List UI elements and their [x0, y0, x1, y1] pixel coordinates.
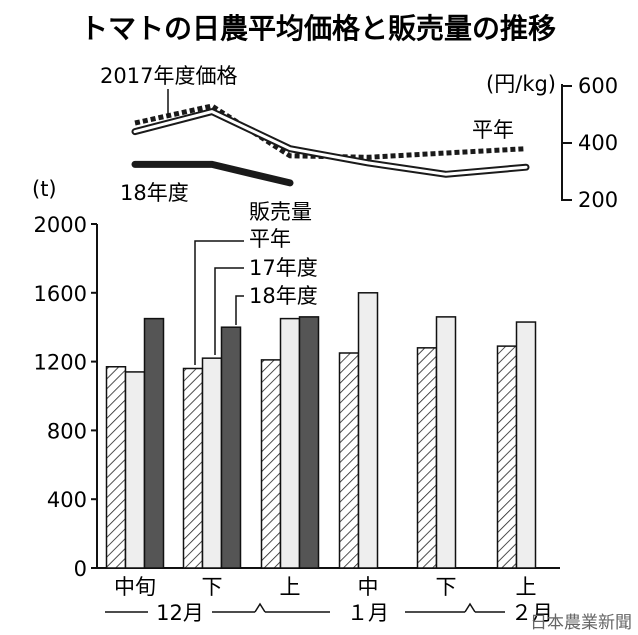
bar-light-3: [357, 292, 379, 569]
price-unit-label: (円/kg): [486, 72, 556, 96]
bar-light-0: [124, 371, 146, 569]
bar-hatch-5: [496, 345, 518, 569]
price-line-p2018: [131, 160, 294, 187]
x-category-label: 下: [436, 575, 457, 599]
legend-label-normal: 平年: [249, 227, 291, 251]
price-tick-label-600: 600: [578, 74, 618, 98]
volume-tick-label-800: 800: [47, 419, 87, 443]
bars: [105, 292, 537, 569]
bar-light-1: [201, 357, 223, 569]
legend-title: 販売量: [249, 200, 312, 224]
bar-hatch-3: [338, 352, 360, 569]
bar-hatch-2: [260, 359, 282, 569]
volume-tick-label-1600: 1600: [34, 282, 87, 306]
bar-hatch-1: [182, 367, 204, 569]
bar-light-2: [279, 317, 301, 569]
x-category-label: 上: [516, 575, 537, 599]
bar-hatch-0: [105, 366, 127, 569]
volume-unit-label: (t): [32, 177, 57, 201]
label-2018-price: 18年度: [120, 181, 189, 205]
label-normal-price: 平年: [472, 118, 514, 142]
price-tick-label-200: 200: [578, 188, 618, 212]
volume-tick-label-0: 0: [74, 557, 87, 581]
x-category-label: 中旬: [114, 575, 156, 599]
month-label-jan: １月: [347, 601, 389, 625]
legend-leader-normal: [194, 240, 244, 365]
x-category-labels: 中旬 下 上 中 下 上: [114, 575, 537, 599]
legend-label-2018: 18年度: [249, 284, 318, 308]
bar-dark-2: [298, 316, 320, 569]
bar-dark-0: [143, 317, 165, 569]
month-break-mark: [464, 602, 476, 613]
legend-leader-2018: [235, 295, 244, 325]
volume-ticks: 2000 1600 1200 800 400 0: [34, 213, 97, 581]
label-2017-price: 2017年度価格: [100, 64, 237, 88]
x-category-label: 下: [202, 575, 223, 599]
x-category-label: 中: [358, 575, 379, 599]
month-label-dec: 12月: [156, 601, 204, 625]
legend-label-2017: 17年度: [249, 256, 318, 280]
bar-hatch-4: [416, 347, 438, 569]
price-tick-label-400: 400: [578, 131, 618, 155]
month-label-feb: ２月: [511, 601, 553, 625]
bar-light-4: [435, 316, 457, 569]
month-break-mark: [254, 602, 266, 613]
price-lines: [131, 103, 530, 187]
volume-tick-label-2000: 2000: [34, 213, 87, 237]
x-category-label: 上: [280, 575, 301, 599]
credit-text: 日本農業新聞: [530, 613, 632, 633]
price-line-normal: [133, 110, 528, 176]
volume-tick-label-400: 400: [47, 488, 87, 512]
bar-dark-1: [220, 326, 242, 569]
legend-leader-2017: [214, 267, 244, 355]
bar-light-5: [515, 321, 537, 569]
chart-title: トマトの日農平均価格と販売量の推移: [80, 12, 556, 45]
volume-tick-label-1200: 1200: [34, 351, 87, 375]
